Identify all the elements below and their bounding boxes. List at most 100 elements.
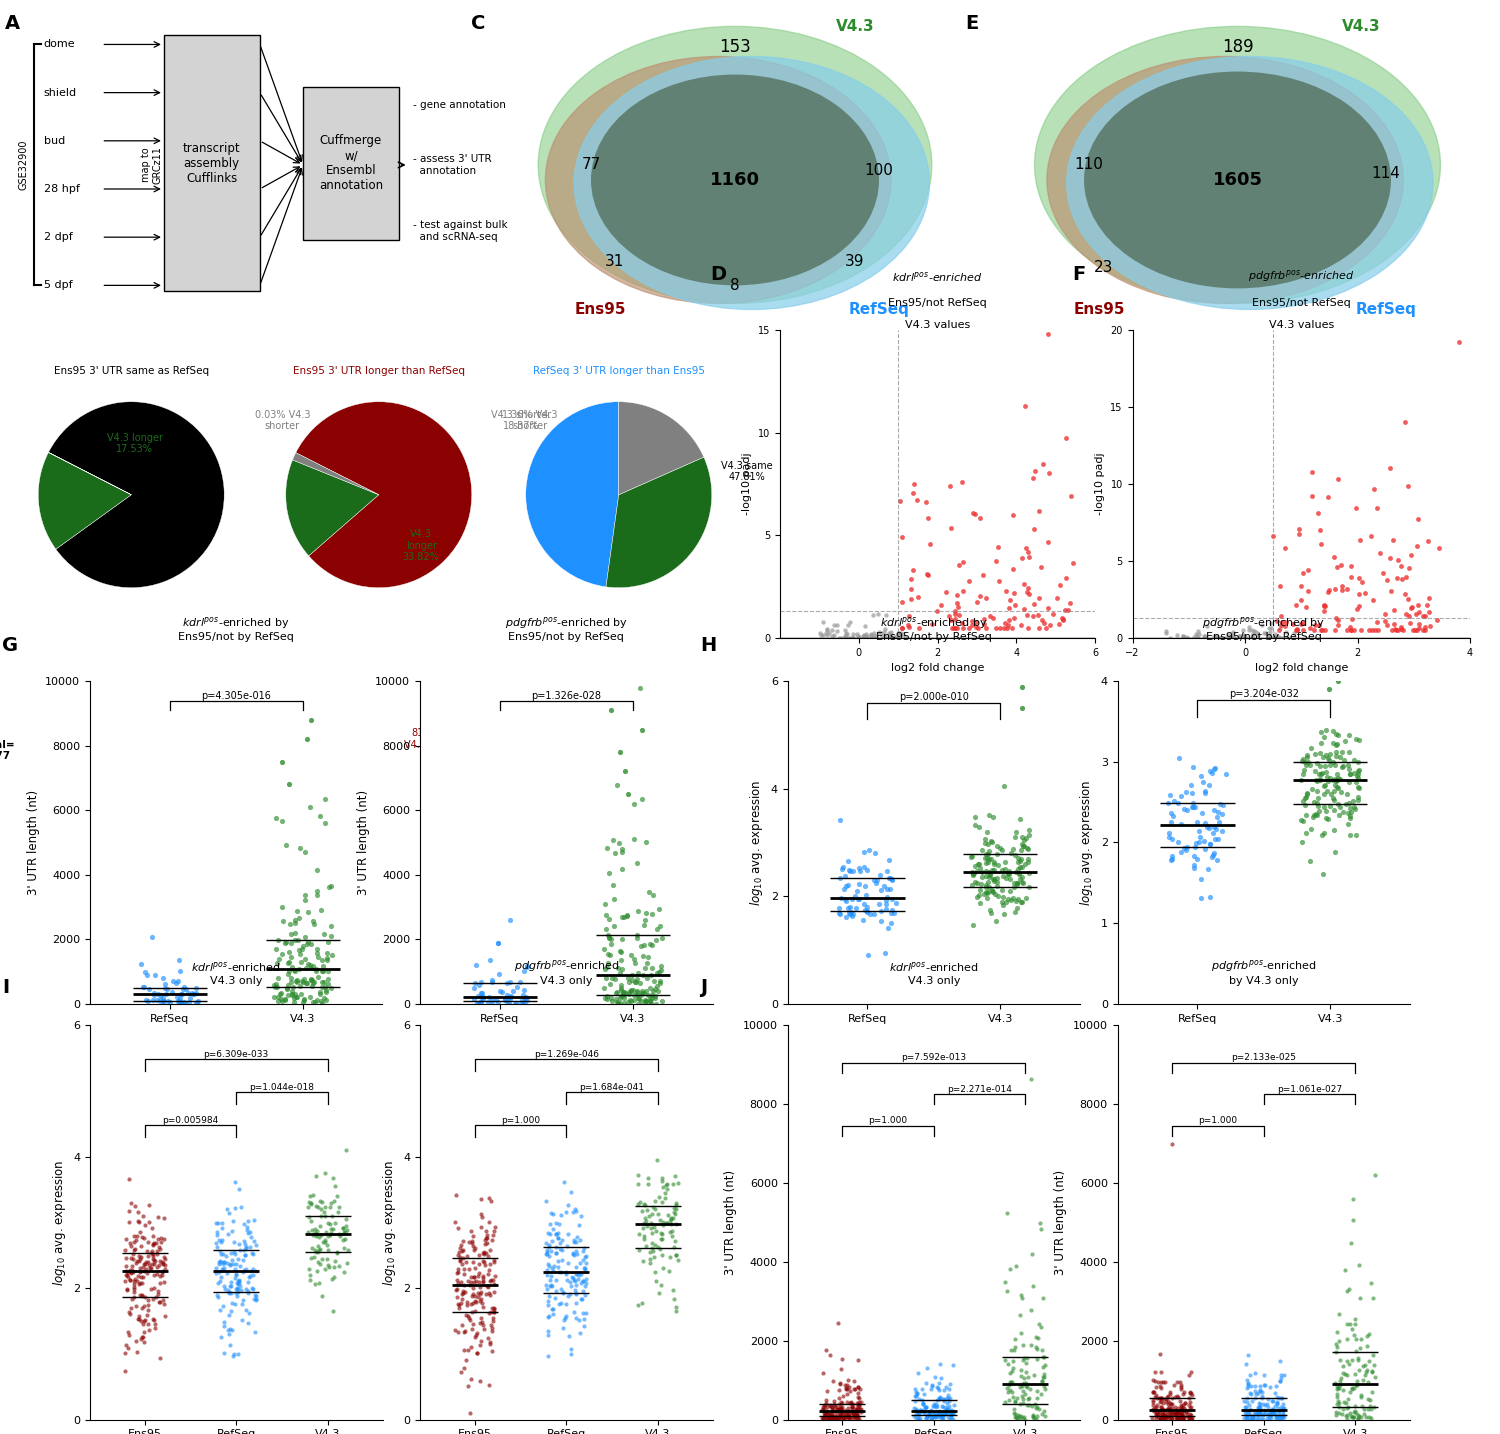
Point xyxy=(322,1174,346,1197)
Point xyxy=(332,1217,356,1240)
Point xyxy=(850,909,874,932)
Point xyxy=(1258,1407,1282,1430)
Point xyxy=(1028,1212,1051,1235)
Point xyxy=(1154,1391,1178,1414)
Point xyxy=(938,1401,962,1424)
Point xyxy=(1234,1395,1258,1418)
Point xyxy=(1155,1384,1179,1407)
Point xyxy=(572,1236,596,1259)
Point xyxy=(292,840,316,863)
Point xyxy=(1425,609,1449,632)
Point xyxy=(828,1405,852,1428)
Point xyxy=(536,1344,560,1367)
Point xyxy=(844,1402,868,1425)
Point xyxy=(309,989,333,1012)
Point xyxy=(1002,886,1026,909)
Point xyxy=(1170,1405,1194,1428)
Point xyxy=(135,964,159,987)
Point xyxy=(132,1252,156,1275)
Point xyxy=(884,891,908,913)
Point xyxy=(1010,1364,1034,1387)
Point xyxy=(135,1304,159,1326)
Point xyxy=(552,1170,576,1193)
Point xyxy=(333,1220,357,1243)
Point xyxy=(1248,1401,1272,1424)
Point xyxy=(968,852,992,875)
Point xyxy=(1162,789,1186,812)
Point xyxy=(1270,1398,1294,1421)
Point xyxy=(1248,1400,1272,1423)
Point xyxy=(639,984,663,1007)
Point xyxy=(1155,1385,1179,1408)
Point xyxy=(458,1309,482,1332)
Point xyxy=(963,617,987,640)
Point xyxy=(446,1278,470,1301)
Point xyxy=(154,982,178,1005)
Point xyxy=(1179,1404,1203,1427)
Text: dome: dome xyxy=(44,40,75,49)
Point xyxy=(632,1228,656,1250)
Point xyxy=(1290,574,1314,597)
Point xyxy=(1160,1133,1184,1156)
Point xyxy=(1180,756,1204,779)
Point xyxy=(225,1278,249,1301)
Point xyxy=(1344,1312,1368,1335)
Point xyxy=(141,1308,165,1331)
Point xyxy=(999,1338,1023,1361)
Point xyxy=(650,1167,674,1190)
Point xyxy=(209,1230,232,1253)
Point xyxy=(1174,835,1198,858)
Point xyxy=(147,1236,171,1259)
Point xyxy=(650,955,674,978)
Point xyxy=(1269,1404,1293,1427)
Point xyxy=(123,1329,147,1352)
Point xyxy=(1306,799,1330,822)
Point xyxy=(321,1266,345,1289)
Point xyxy=(900,588,924,611)
Point xyxy=(939,1400,963,1423)
Point xyxy=(470,981,494,1004)
Point xyxy=(211,1341,236,1364)
Point xyxy=(1270,1405,1294,1428)
Point xyxy=(268,982,292,1005)
Point xyxy=(876,916,900,939)
Point xyxy=(1236,1374,1260,1397)
Point xyxy=(534,1273,558,1296)
Point xyxy=(231,1289,255,1312)
Point xyxy=(1401,619,1425,642)
Point xyxy=(994,1279,1018,1302)
Point xyxy=(1023,1407,1047,1430)
Point xyxy=(1158,1404,1182,1427)
Point xyxy=(136,1253,160,1276)
Point xyxy=(1248,1398,1272,1421)
Point xyxy=(834,1405,858,1428)
Point xyxy=(1296,579,1320,602)
Point xyxy=(132,1226,156,1249)
Point xyxy=(296,931,320,954)
Point xyxy=(537,1285,561,1308)
Point xyxy=(1014,827,1038,850)
Point xyxy=(634,967,658,989)
Point xyxy=(825,1408,849,1431)
Point xyxy=(476,1262,500,1285)
Point xyxy=(468,974,492,997)
Point xyxy=(1172,1394,1196,1417)
Point xyxy=(609,984,633,1007)
Point xyxy=(1016,850,1040,873)
Point xyxy=(1013,598,1036,621)
Text: p=4.305e-016: p=4.305e-016 xyxy=(201,691,272,701)
Point xyxy=(1192,624,1216,647)
Point xyxy=(1152,1407,1176,1430)
Point xyxy=(1005,1407,1029,1430)
Point xyxy=(514,955,538,978)
Point xyxy=(927,1377,951,1400)
Point xyxy=(1013,574,1036,597)
Point xyxy=(140,1216,164,1239)
Point xyxy=(1356,1397,1380,1420)
Point xyxy=(859,622,883,645)
Text: p=1.000: p=1.000 xyxy=(1198,1117,1237,1126)
Point xyxy=(1148,1400,1172,1423)
Point xyxy=(906,1408,930,1431)
Point xyxy=(1257,625,1281,648)
Point xyxy=(1317,749,1341,771)
